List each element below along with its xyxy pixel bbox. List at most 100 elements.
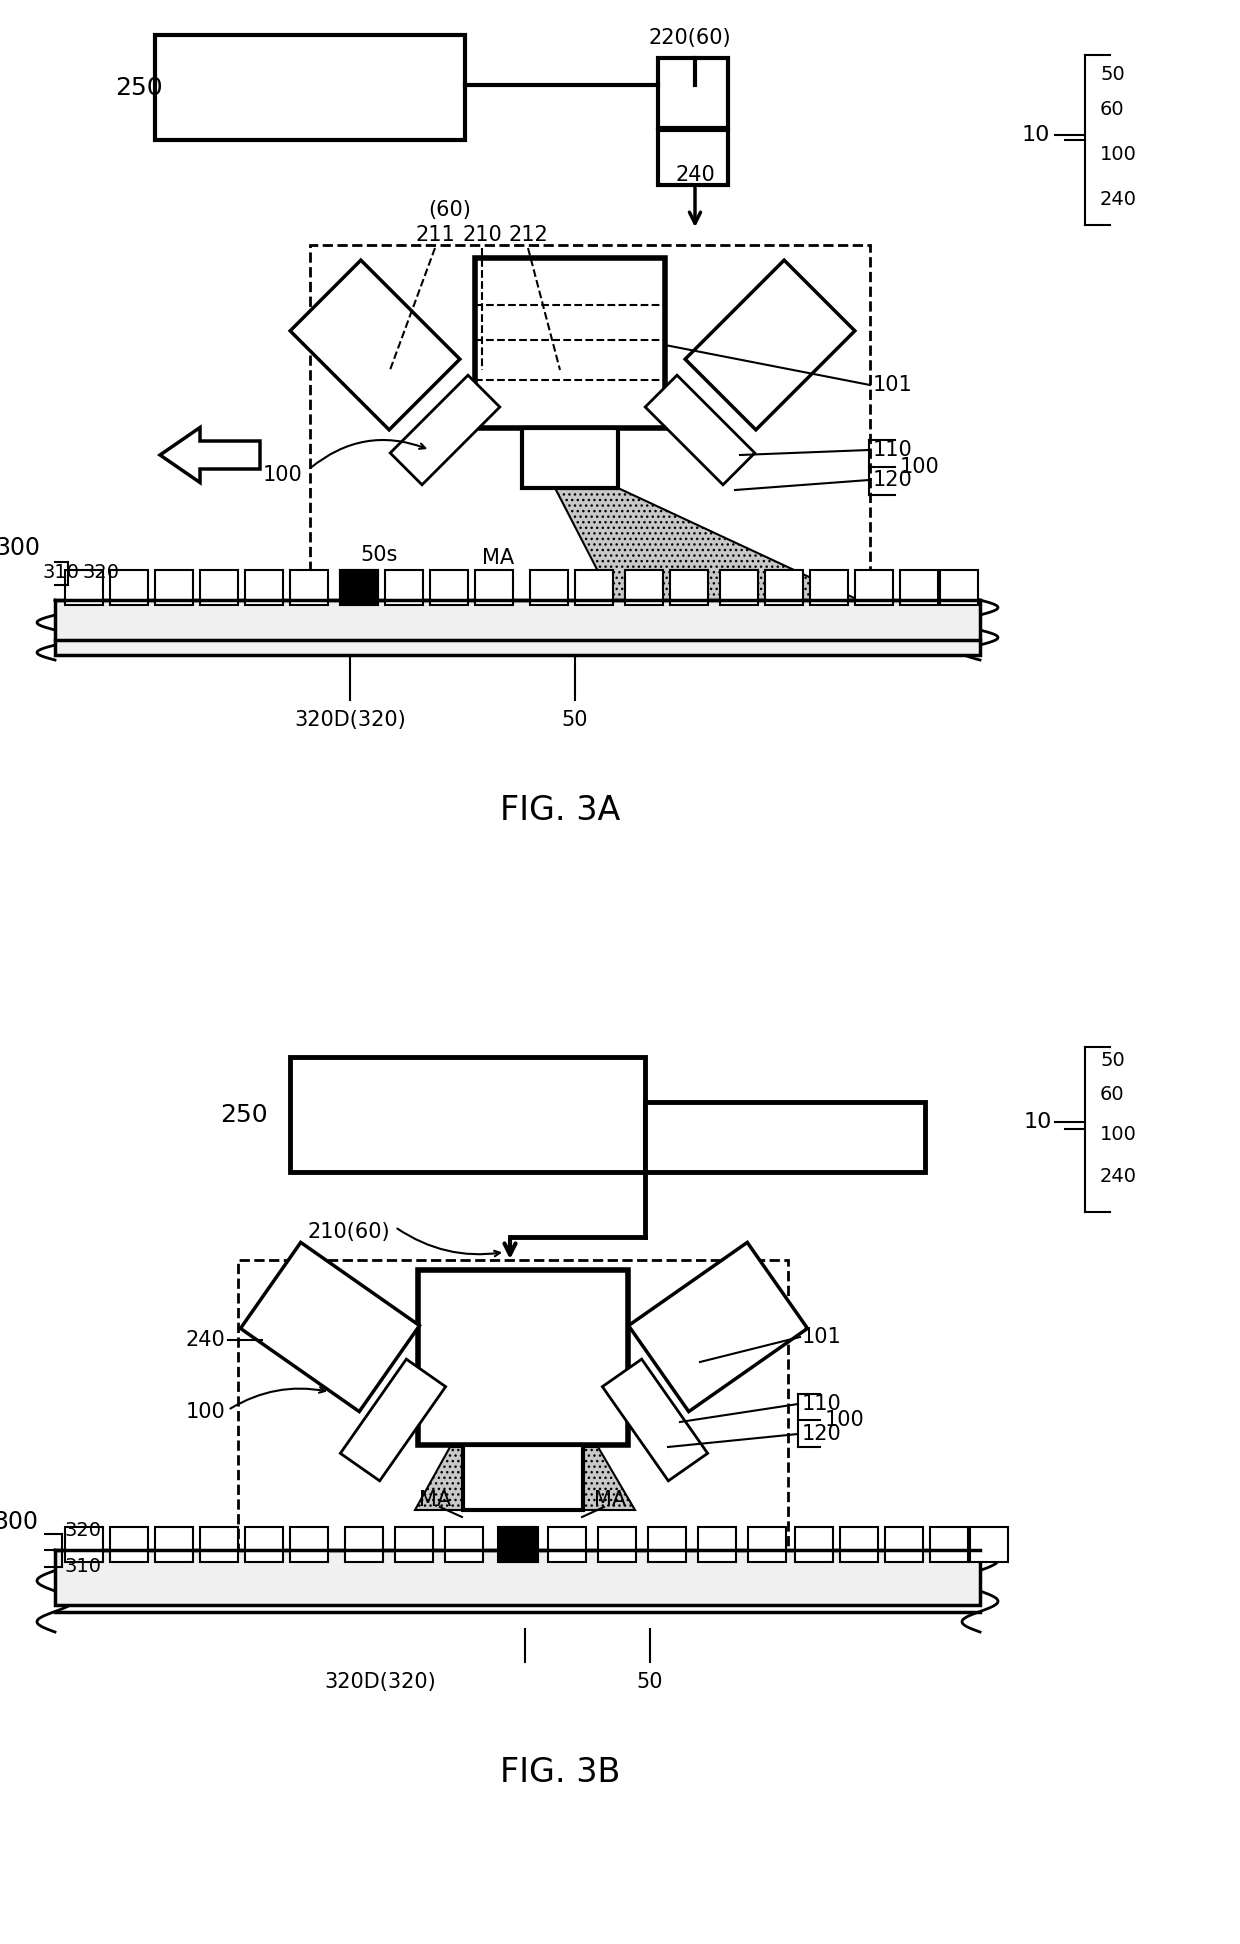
Bar — [64, 570, 103, 605]
Text: 50: 50 — [1100, 1050, 1125, 1069]
Bar — [310, 245, 870, 605]
Bar — [856, 570, 893, 605]
Text: 320: 320 — [64, 1520, 102, 1540]
Bar — [529, 570, 568, 605]
Text: 320: 320 — [82, 562, 119, 581]
Bar — [930, 1526, 968, 1561]
Text: 210(60): 210(60) — [308, 1223, 391, 1242]
Text: 100: 100 — [262, 465, 303, 484]
Bar — [649, 1526, 686, 1561]
Bar — [463, 1444, 583, 1510]
Text: 110: 110 — [873, 439, 913, 461]
Polygon shape — [603, 1359, 708, 1481]
Bar — [290, 1058, 645, 1172]
Bar — [345, 1526, 383, 1561]
Bar — [110, 1526, 148, 1561]
Polygon shape — [340, 1359, 445, 1481]
Bar — [155, 570, 193, 605]
Polygon shape — [523, 1446, 635, 1510]
Bar — [430, 570, 467, 605]
Bar — [475, 259, 665, 428]
Text: 240: 240 — [185, 1330, 224, 1349]
Bar — [340, 570, 378, 605]
Bar — [55, 601, 980, 655]
Bar — [155, 1526, 193, 1561]
Text: 120: 120 — [802, 1425, 842, 1444]
Text: 210: 210 — [463, 226, 502, 245]
Polygon shape — [391, 375, 500, 484]
Bar — [500, 1526, 538, 1561]
Text: 10: 10 — [1022, 124, 1050, 146]
Bar — [522, 428, 618, 488]
Bar — [940, 570, 978, 605]
Text: 240: 240 — [1100, 191, 1137, 210]
Bar — [396, 1526, 433, 1561]
Bar — [658, 58, 728, 128]
Text: (60): (60) — [429, 200, 471, 220]
Bar — [246, 1526, 283, 1561]
Bar — [795, 1526, 833, 1561]
Bar — [575, 570, 613, 605]
Bar — [418, 1269, 627, 1444]
Text: 212: 212 — [508, 226, 548, 245]
Text: 110: 110 — [802, 1394, 842, 1413]
Bar — [55, 1549, 980, 1606]
Bar — [900, 570, 937, 605]
Text: 320D(320): 320D(320) — [324, 1672, 436, 1691]
Text: 320D(320): 320D(320) — [294, 710, 405, 731]
Bar — [598, 1526, 636, 1561]
Bar — [810, 570, 848, 605]
Bar — [498, 1526, 536, 1561]
FancyArrow shape — [160, 428, 260, 482]
Bar — [885, 1526, 923, 1561]
Text: 101: 101 — [873, 375, 913, 395]
Bar — [110, 570, 148, 605]
Polygon shape — [290, 260, 460, 430]
Text: 100: 100 — [1100, 1126, 1137, 1145]
Text: 10: 10 — [1024, 1112, 1052, 1131]
Bar — [720, 570, 758, 605]
Bar — [200, 1526, 238, 1561]
Bar — [200, 570, 238, 605]
Text: 50s: 50s — [360, 544, 397, 566]
Polygon shape — [686, 260, 854, 430]
Text: MA: MA — [482, 548, 515, 568]
Text: 310: 310 — [42, 562, 79, 581]
Text: MA: MA — [419, 1489, 451, 1510]
Text: 310: 310 — [64, 1557, 102, 1577]
Bar — [246, 570, 283, 605]
Text: FIG. 3A: FIG. 3A — [500, 793, 620, 826]
Text: 50: 50 — [562, 710, 588, 731]
Bar — [238, 1260, 787, 1571]
Bar — [748, 1526, 786, 1561]
Polygon shape — [645, 375, 755, 484]
Text: 211: 211 — [415, 226, 455, 245]
Bar — [475, 570, 513, 605]
Bar — [290, 1526, 329, 1561]
Text: 60: 60 — [1100, 1085, 1125, 1104]
Bar — [970, 1526, 1008, 1561]
Text: 250: 250 — [221, 1102, 268, 1128]
Bar — [290, 570, 329, 605]
Text: 100: 100 — [185, 1402, 224, 1421]
Text: 60: 60 — [1100, 101, 1125, 119]
Polygon shape — [556, 488, 880, 610]
Text: 100: 100 — [900, 457, 940, 476]
Bar — [698, 1526, 737, 1561]
Text: 101: 101 — [802, 1328, 842, 1347]
Polygon shape — [415, 1446, 523, 1510]
Text: 300: 300 — [0, 537, 40, 560]
Text: 250: 250 — [115, 76, 162, 99]
Text: 240: 240 — [1100, 1168, 1137, 1186]
Bar — [670, 570, 708, 605]
Text: 300: 300 — [0, 1510, 38, 1534]
Text: 220(60): 220(60) — [649, 27, 730, 49]
Bar — [765, 570, 804, 605]
Bar — [155, 35, 465, 140]
Text: MA: MA — [594, 1489, 626, 1510]
Polygon shape — [241, 1242, 419, 1411]
Bar — [445, 1526, 484, 1561]
Text: 100: 100 — [1100, 146, 1137, 165]
Text: 240: 240 — [675, 165, 715, 185]
Bar — [64, 1526, 103, 1561]
